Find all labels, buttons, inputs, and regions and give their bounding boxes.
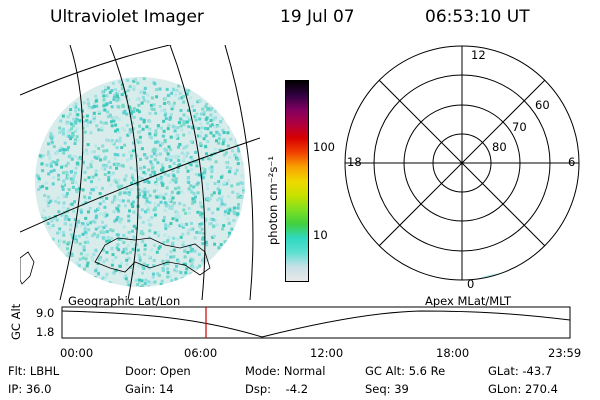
timeline-ytick-top: 9.0 (36, 306, 55, 320)
left-panel-label: Geographic Lat/Lon (68, 294, 181, 308)
time-label: 06:53:10 UT (425, 7, 530, 27)
coastline (20, 251, 35, 285)
info-ip: IP: 36.0 (8, 382, 52, 396)
timeline-xtick-0: 00:00 (60, 346, 94, 360)
info-door: Door: Open (125, 364, 191, 378)
info-glon: GLon: 270.4 (488, 382, 558, 396)
timeline-ytick-bottom: 1.8 (36, 325, 55, 339)
lat-label-60: 60 (535, 98, 550, 112)
altitude-curve (61, 310, 571, 338)
mlt-label-6: 6 (568, 155, 576, 169)
date-label: 19 Jul 07 (280, 7, 355, 27)
colorbar-tick-10: 10 (313, 228, 328, 242)
info-gain: Gain: 14 (125, 382, 174, 396)
info-glat: GLat: -43.7 (488, 364, 553, 378)
timeline-xtick-3: 18:00 (436, 346, 470, 360)
info-dsp: Dsp: -4.2 (245, 382, 309, 396)
info-mode: Mode: Normal (245, 364, 326, 378)
right-panel-label: Apex MLat/MLT (425, 294, 512, 308)
timeline-frame (61, 306, 571, 339)
polar-diag-2 (378, 79, 546, 247)
lat-label-80: 80 (492, 140, 507, 154)
app-title: Ultraviolet Imager (50, 7, 204, 27)
mlt-label-12: 12 (471, 48, 486, 62)
lat-label-70: 70 (512, 120, 527, 134)
coastline (94, 237, 211, 276)
mlt-label-18: 18 (347, 155, 362, 169)
mlt-label-0: 0 (467, 277, 475, 291)
info-gc-alt: GC Alt: 5.6 Re (365, 364, 446, 378)
geo-grid-lines (20, 45, 260, 300)
timeline-xtick-4: 23:59 (548, 346, 582, 360)
colorbar (285, 80, 309, 282)
info-seq: Seq: 39 (365, 382, 409, 396)
timeline-xtick-2: 12:00 (310, 346, 344, 360)
info-flt: Flt: LBHL (8, 364, 60, 378)
colorbar-tick-100: 100 (313, 140, 335, 154)
timeline-xtick-1: 06:00 (184, 346, 218, 360)
